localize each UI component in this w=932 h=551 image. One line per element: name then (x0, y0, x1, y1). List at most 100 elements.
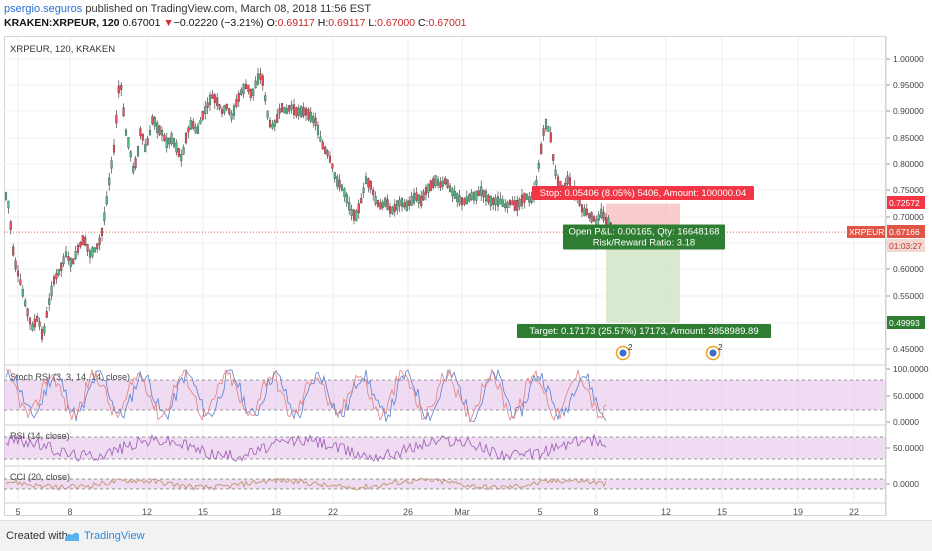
high-label: H: (317, 17, 329, 29)
candle-body (189, 119, 192, 130)
candle-body (439, 181, 442, 189)
event-icon[interactable]: 2 (615, 343, 634, 361)
x-tick-label: 22 (849, 507, 859, 517)
candle-body (434, 175, 437, 186)
candle-body (446, 179, 449, 188)
main-chart-title: XRPEUR, 120, KRAKEN (10, 44, 115, 55)
candle-body (297, 107, 300, 116)
symbol-header: KRAKEN:XRPEUR, 120 0.67001 ▼−0.02220 (−3… (4, 17, 467, 29)
oscillator-line (5, 433, 607, 463)
x-tick-label: 8 (593, 507, 598, 517)
candle-body (120, 85, 123, 90)
candle-body (103, 212, 106, 222)
candle-body (180, 154, 183, 161)
candle-body (127, 137, 130, 148)
candle-body (91, 247, 94, 257)
symbol-name-tag-box (847, 226, 885, 238)
y-tick-label: 0.95000 (893, 80, 924, 90)
osc-y-tick-label: 50.0000 (893, 391, 924, 401)
candle-body (547, 126, 550, 132)
created-with-text: Created with (6, 530, 68, 542)
candle-body (326, 150, 329, 157)
price-tag-text: 0.49993 (889, 318, 920, 328)
candle-body (408, 200, 411, 206)
candle-body (422, 191, 425, 201)
pnl-label-text: Open P&L: 0.00165, Qty: 16648168 (568, 227, 719, 238)
candle-body (391, 206, 394, 215)
candle-body (360, 197, 363, 204)
candle-body (230, 112, 233, 120)
oscillator-title: Stoch RSI (3, 3, 14, 14, close) (10, 372, 130, 382)
candle-body (552, 154, 555, 161)
candle-body (477, 190, 480, 196)
candle-body (288, 105, 291, 112)
author-link[interactable]: psergio.seguros (4, 3, 83, 15)
candle-body (376, 200, 380, 207)
candle-body (292, 104, 296, 115)
event-icon[interactable]: 2 (705, 343, 724, 361)
candle-body (307, 108, 310, 120)
tradingview-link[interactable]: TradingView (84, 530, 145, 542)
candle-body (220, 109, 224, 115)
candle-body (170, 133, 173, 144)
candle-body (448, 185, 452, 192)
candle-body (427, 183, 430, 193)
oscillator-title: CCI (20, close) (10, 472, 70, 482)
oscillator-line (5, 368, 607, 424)
candle-body (482, 189, 485, 198)
candle-body (271, 123, 274, 129)
candle-body (398, 199, 401, 206)
candle-body (252, 88, 255, 96)
candle-body (369, 180, 372, 190)
y-tick-label: 0.60000 (893, 264, 924, 274)
candle-body (172, 138, 176, 147)
candle-body (7, 200, 10, 209)
candle-body (50, 285, 53, 297)
candle-body (163, 134, 166, 142)
x-tick-label: 15 (717, 507, 727, 517)
candle-body (204, 106, 207, 114)
candle-body (492, 198, 495, 205)
candle-body (4, 192, 8, 200)
candle-body (9, 221, 12, 230)
candle-body (206, 102, 209, 108)
candle-body (223, 105, 226, 114)
candle-body (283, 106, 286, 114)
candle-body (261, 75, 264, 86)
candle-body (367, 178, 370, 188)
close-label: C: (418, 17, 429, 29)
candle-body (208, 95, 212, 106)
candle-body (36, 316, 39, 322)
candle-body (242, 84, 245, 94)
down-arrow-icon: ▼ (163, 17, 174, 29)
candle-body (525, 193, 528, 200)
current-price-box (887, 225, 925, 238)
close-value: 0.67001 (428, 17, 467, 29)
candle-body (237, 93, 240, 102)
candle-body (528, 196, 531, 203)
candle-body (141, 133, 144, 141)
candle-body (568, 177, 572, 187)
candle-body (338, 179, 341, 189)
candle-body (64, 251, 68, 257)
osc-y-tick-label: 0.0000 (893, 417, 919, 427)
last-price: 0.67001 (122, 17, 161, 29)
candle-body (194, 126, 197, 133)
countdown-box (887, 239, 925, 252)
candle-body (340, 184, 344, 191)
candle-body (43, 325, 46, 334)
chart-svg[interactable]: Stoch RSI (3, 3, 14, 14, close) RSI (14, … (0, 0, 932, 520)
candle-body (177, 148, 180, 157)
oscillator-band (4, 479, 886, 489)
candle-body (52, 276, 56, 285)
candle-body (108, 177, 111, 186)
candle-body (256, 73, 260, 85)
candle-body (415, 192, 418, 201)
candle-body (115, 114, 118, 124)
candle-body (249, 88, 252, 98)
oscillator-band (4, 437, 886, 459)
candle-body (201, 111, 204, 120)
y-tick-label: 0.80000 (893, 159, 924, 169)
candle-body (388, 206, 392, 214)
candle-body (372, 189, 375, 196)
